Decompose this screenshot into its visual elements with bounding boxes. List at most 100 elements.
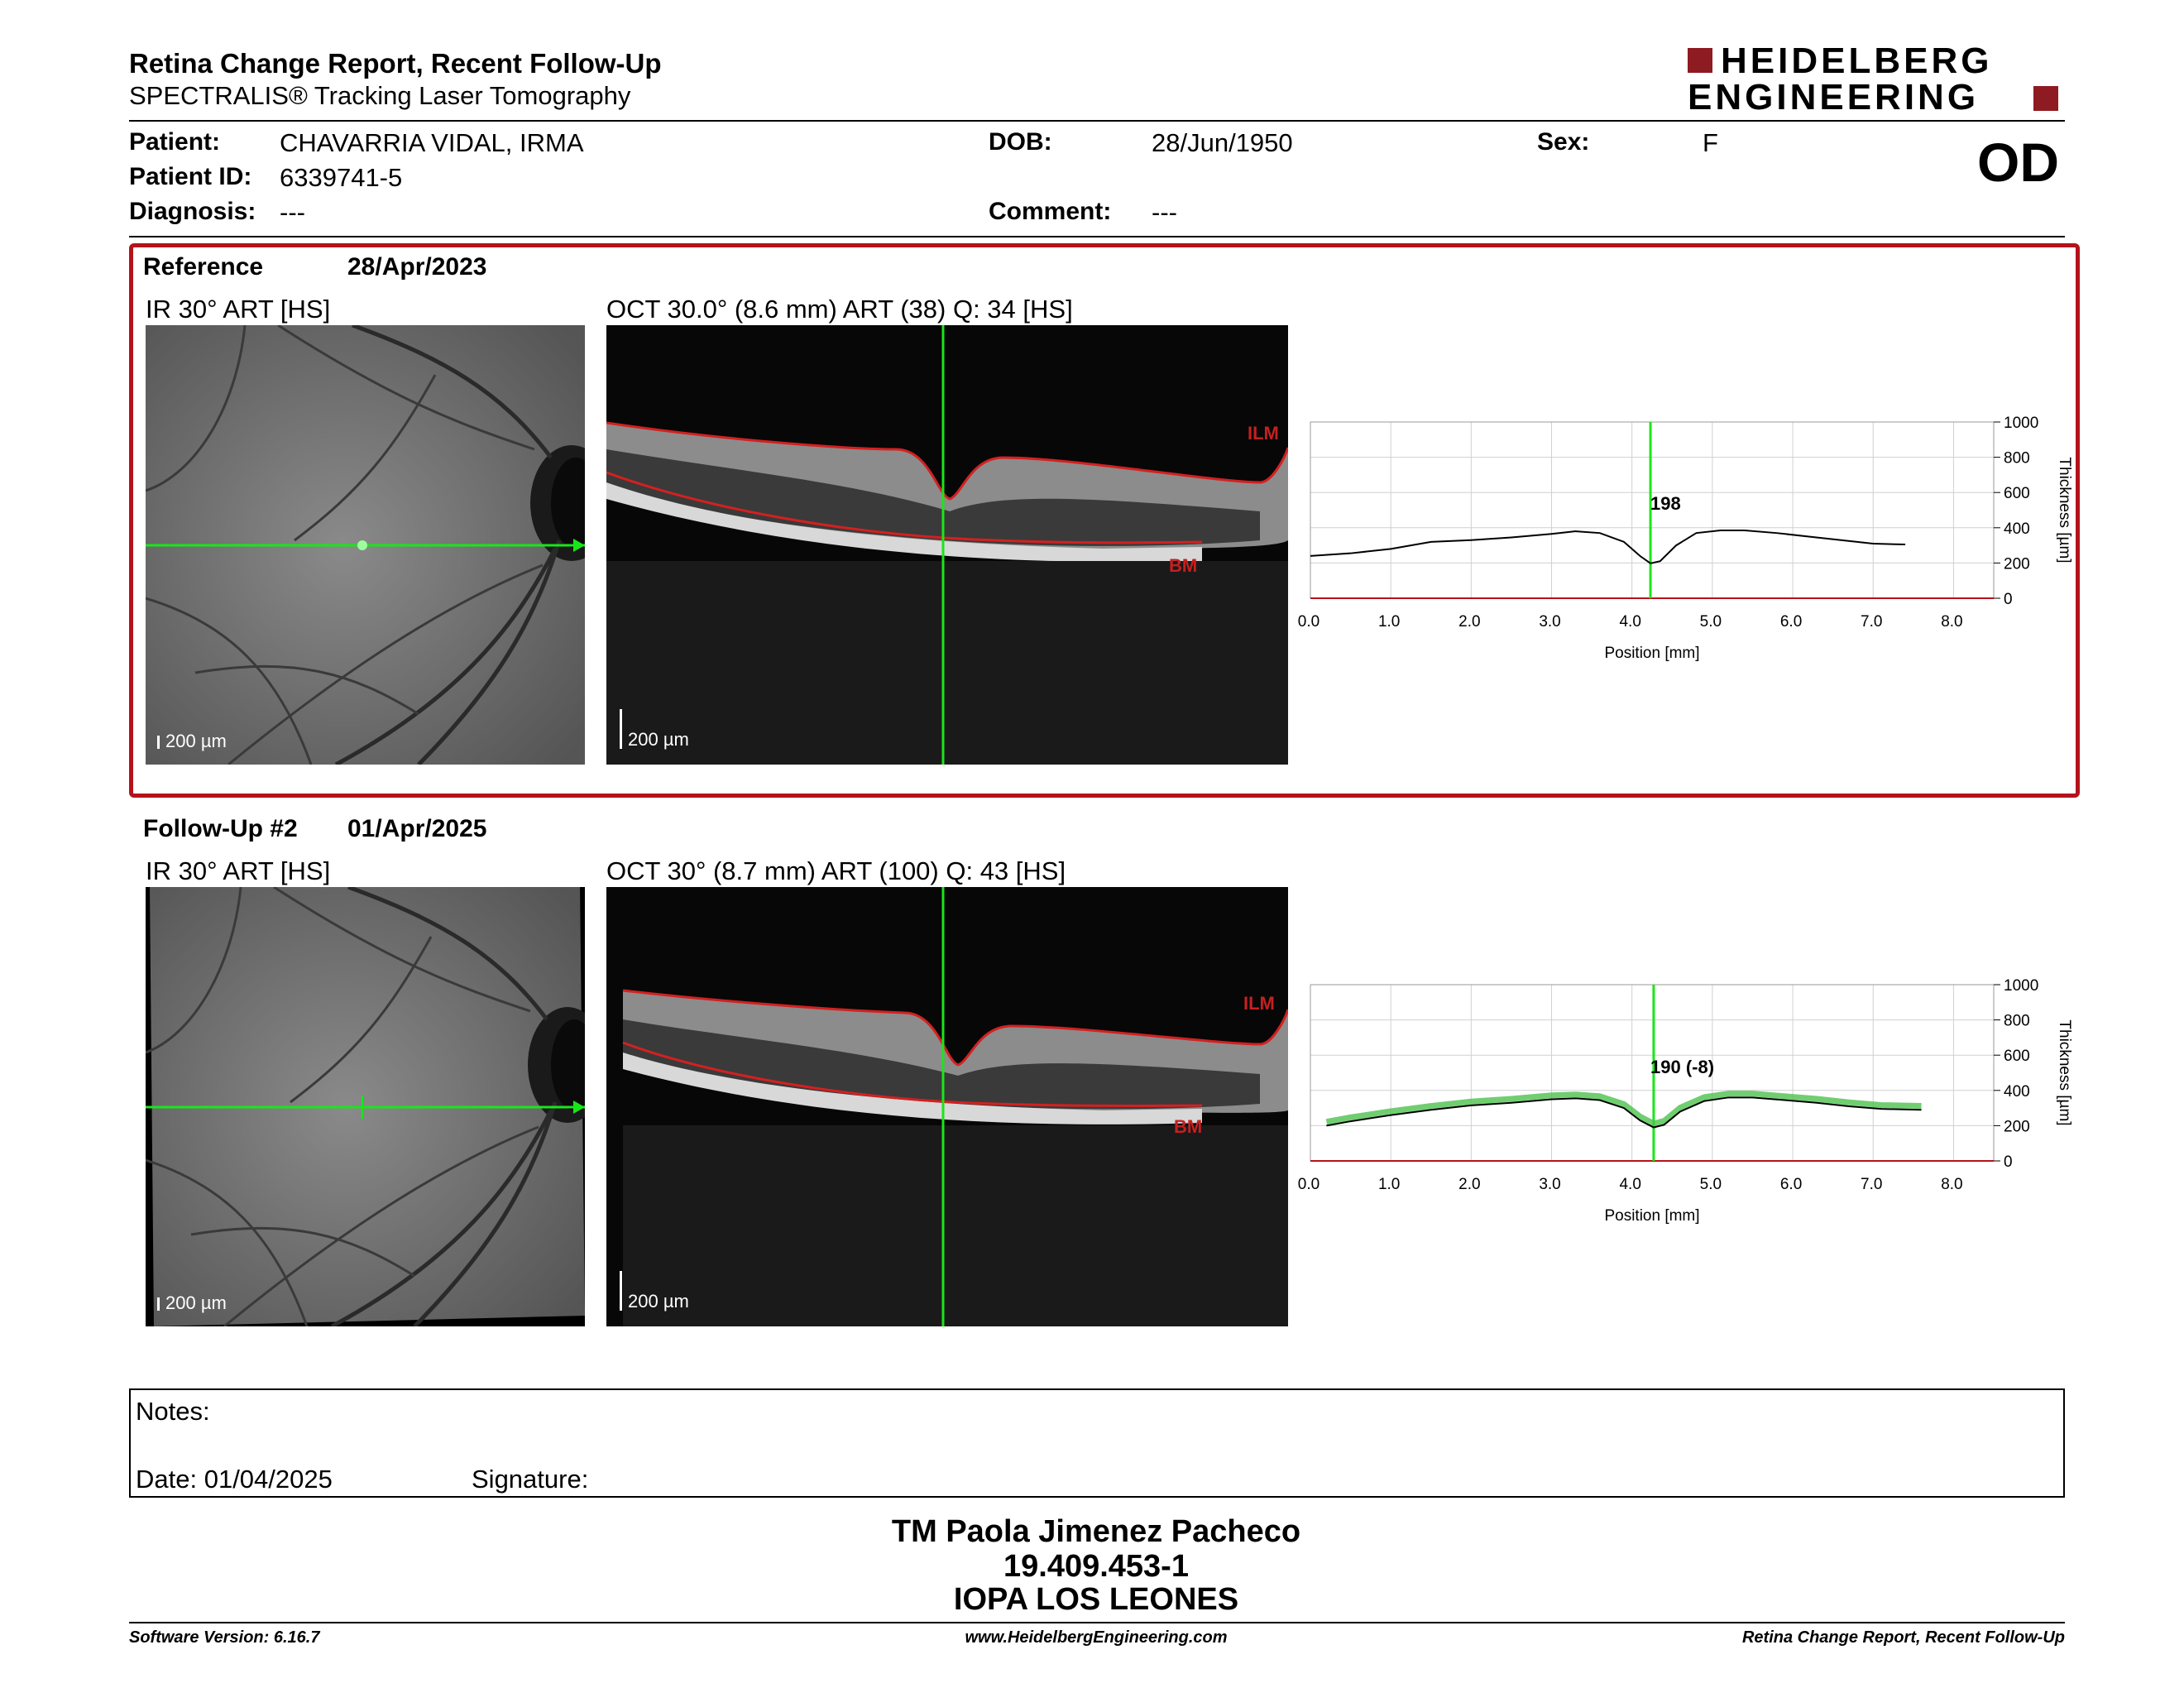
sex-value: F (1703, 128, 1718, 157)
chart-x-tick-label: 4.0 (1619, 613, 1640, 631)
signer-institution: IOPA LOS LEONES (953, 1582, 1239, 1617)
followup-oct-scale: 200 µm (628, 1291, 689, 1312)
chart-thickness-line (1310, 529, 1906, 564)
reference-thickness-chart: 0.0 1.0 2.0 3.0 4.0 5.0 6.0 7.0 8.0 0 200 400 600 800… (1298, 415, 2073, 662)
chart-x-axis-label: Position [mm] (1604, 1207, 1699, 1225)
followup-bm-label: BM (1174, 1116, 1203, 1137)
signature-label: Signature: (472, 1465, 589, 1494)
signer-name: TM Paola Jimenez Pacheco (891, 1514, 1301, 1549)
diagnosis-label: Diagnosis: (129, 198, 256, 225)
chart-x-tick-label: 4.0 (1619, 1176, 1640, 1193)
footer-software-version: Software Version: 6.16.7 (129, 1628, 320, 1647)
chart-x-tick-label: 2.0 (1458, 613, 1480, 631)
reference-oct-svg (606, 325, 1288, 765)
chart-y-tick-label: 600 (2004, 485, 2030, 502)
chart-y-tick-label: 200 (2004, 555, 2030, 573)
header-rule (129, 120, 2065, 122)
reference-bm-label: BM (1169, 555, 1198, 576)
signer-id: 19.409.453-1 (1003, 1549, 1189, 1584)
followup-oct-scale-bar (620, 1271, 622, 1311)
chart-y-tick-label: 400 (2004, 520, 2030, 538)
chart-x-tick-label: 1.0 (1378, 613, 1400, 631)
reference-oct-image: ILM BM 200 µm (606, 325, 1288, 765)
chart-thickness-line (1326, 1096, 1922, 1129)
dob-value: 28/Jun/1950 (1152, 128, 1293, 157)
reference-center-value: 198 (1650, 493, 1681, 514)
report-title: Retina Change Report, Recent Follow-Up (129, 48, 662, 79)
logo-square-top (1688, 48, 1712, 73)
comment-label: Comment: (989, 198, 1112, 225)
followup-label: Follow-Up #2 (143, 815, 298, 842)
chart-y-tick-label: 200 (2004, 1118, 2030, 1135)
footer-report-name: Retina Change Report, Recent Follow-Up (1741, 1628, 2065, 1647)
chart-x-tick-label: 7.0 (1861, 1176, 1882, 1193)
followup-ir-image: 200 µm (146, 887, 585, 1326)
reference-label: Reference (143, 253, 264, 281)
reference-date: 28/Apr/2023 (347, 253, 487, 281)
chart-x-tick-label: 0.0 (1298, 1176, 1320, 1193)
chart-x-axis-label: Position [mm] (1604, 645, 1699, 662)
chart-x-tick-label: 8.0 (1941, 613, 1962, 631)
reference-ir-image: 200 µm (146, 325, 585, 765)
chart-x-tick-label: 8.0 (1941, 1176, 1962, 1193)
followup-date: 01/Apr/2025 (347, 815, 487, 842)
followup-fundus-svg (146, 887, 585, 1326)
chart-x-tick-label: 1.0 (1378, 1176, 1400, 1193)
reference-ir-scale-bar (157, 736, 160, 749)
sex-label: Sex: (1537, 128, 1590, 156)
chart-y-tick-label: 600 (2004, 1048, 2030, 1065)
chart-y-tick-label: 0 (2004, 591, 2013, 608)
followup-oct-image: ILM BM 200 µm (606, 887, 1288, 1326)
chart-x-tick-label: 5.0 (1700, 613, 1722, 631)
reference-oct-scale: 200 µm (628, 729, 689, 750)
chart-y-axis-label: Thickness [µm] (2056, 1019, 2073, 1125)
chart-y-tick-label: 800 (2004, 450, 2030, 468)
eye-indicator: OD (1977, 132, 2059, 193)
dob-label: DOB: (989, 128, 1052, 156)
patient-name: CHAVARRIA VIDAL, IRMA (280, 128, 584, 157)
logo-line-2: ENGINEERING (1688, 77, 1980, 117)
report-subtitle: SPECTRALIS® Tracking Laser Tomography (129, 81, 631, 110)
heidelberg-logo: HEIDELBERG ENGINEERING (1684, 43, 2065, 117)
followup-oct-title: OCT 30° (8.7 mm) ART (100) Q: 43 [HS] (606, 856, 1066, 885)
chart-y-tick-label: 1000 (2004, 977, 2038, 995)
footer-rule (129, 1622, 2065, 1623)
notes-label: Notes: (136, 1397, 210, 1426)
notes-date: Date: 01/04/2025 (136, 1465, 333, 1494)
chart-x-tick-label: 7.0 (1861, 613, 1882, 631)
reference-oct-scale-bar (620, 709, 622, 749)
followup-thickness-chart: 0.0 1.0 2.0 3.0 4.0 5.0 6.0 7.0 8.0 0 200 400 600 800… (1298, 977, 2073, 1225)
chart-x-tick-label: 6.0 (1780, 1176, 1802, 1193)
chart-x-tick-label: 0.0 (1298, 613, 1320, 631)
followup-oct-svg (606, 887, 1288, 1326)
patient-id: 6339741-5 (280, 163, 403, 192)
reference-ir-scale: 200 µm (165, 731, 227, 751)
logo-square-bottom (2033, 86, 2058, 111)
followup-ir-scale: 200 µm (165, 1292, 227, 1313)
chart-x-tick-label: 3.0 (1539, 613, 1560, 631)
reference-fundus-svg (146, 325, 585, 765)
diagnosis-value: --- (280, 198, 305, 227)
reference-oct-title: OCT 30.0° (8.6 mm) ART (38) Q: 34 [HS] (606, 295, 1073, 324)
footer-website-link[interactable]: www.HeidelbergEngineering.com (965, 1628, 1228, 1647)
reference-ir-title: IR 30° ART [HS] (146, 295, 331, 324)
chart-x-tick-label: 5.0 (1700, 1176, 1722, 1193)
followup-ir-scale-bar (157, 1297, 160, 1311)
chart-x-tick-label: 6.0 (1780, 613, 1802, 631)
chart-y-axis-label: Thickness [µm] (2056, 457, 2073, 563)
followup-center-value: 190 (-8) (1650, 1057, 1715, 1077)
notes-box[interactable] (129, 1388, 2065, 1498)
comment-value: --- (1152, 198, 1177, 227)
followup-ir-title: IR 30° ART [HS] (146, 856, 331, 885)
reference-ilm-label: ILM (1248, 423, 1279, 444)
logo-line-1: HEIDELBERG (1721, 41, 1993, 81)
chart-y-tick-label: 0 (2004, 1153, 2013, 1171)
patient-rule (129, 236, 2065, 237)
followup-ilm-label: ILM (1243, 993, 1275, 1014)
patient-id-label: Patient ID: (129, 163, 252, 190)
chart-y-tick-label: 800 (2004, 1013, 2030, 1030)
chart-y-tick-label: 1000 (2004, 415, 2038, 432)
chart-x-tick-label: 2.0 (1458, 1176, 1480, 1193)
reference-frame (129, 243, 2080, 798)
patient-label: Patient: (129, 128, 221, 156)
